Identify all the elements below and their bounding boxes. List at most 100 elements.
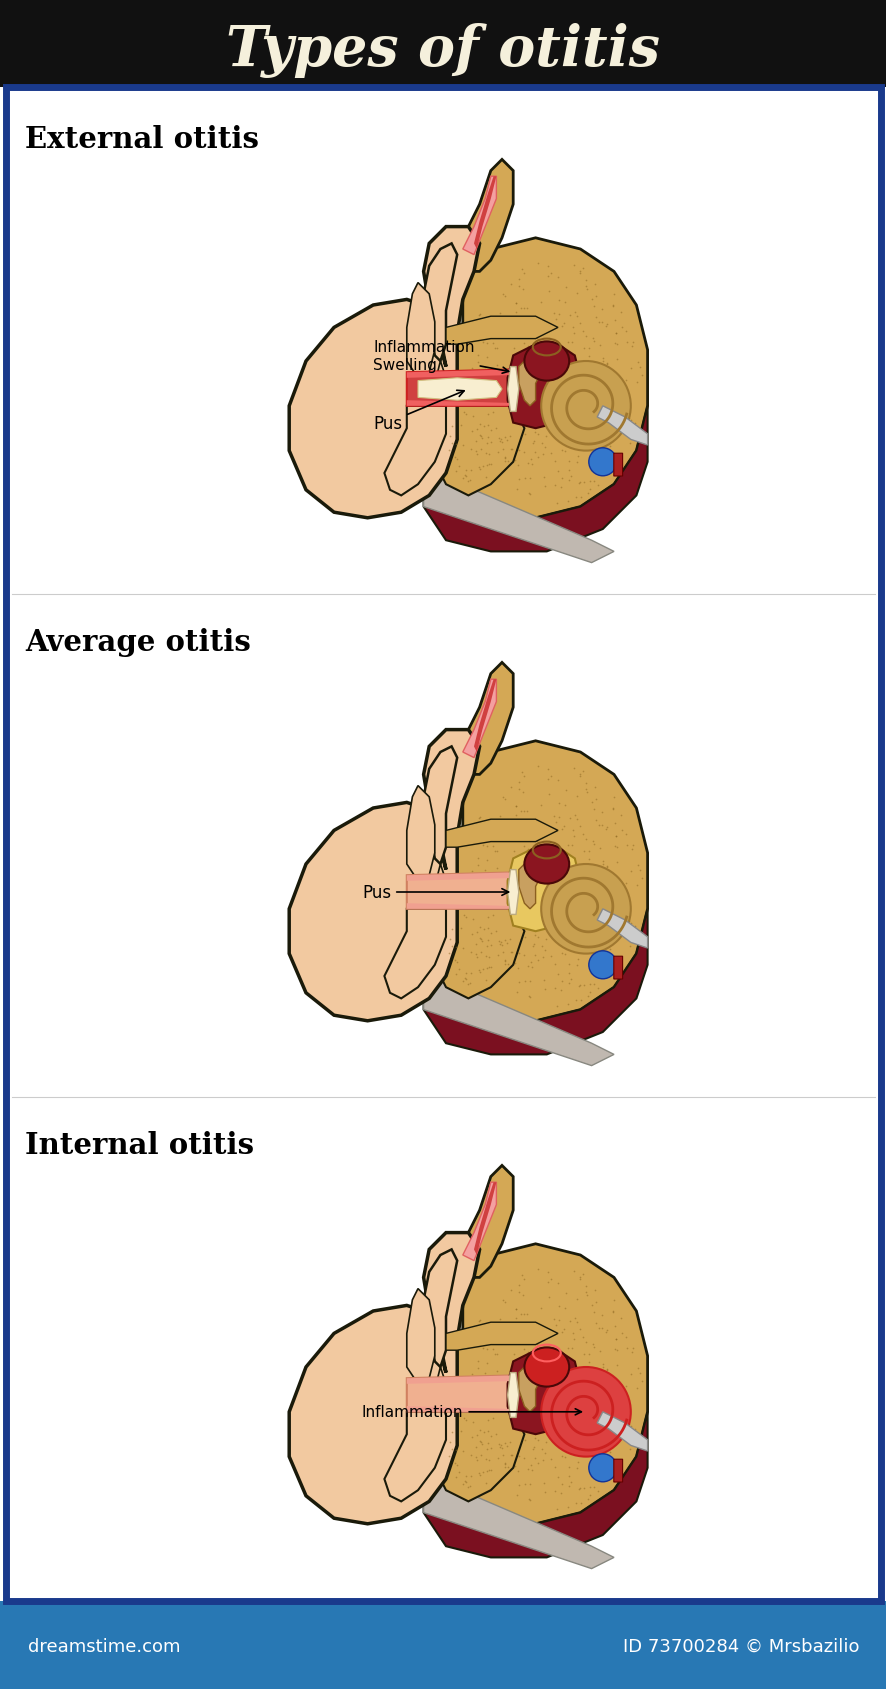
Point [517,924,532,951]
Point [587,294,601,321]
Point [503,897,517,924]
Point [532,838,547,865]
Point [554,816,568,843]
Point [540,383,554,410]
Point [627,410,641,437]
Point [631,851,645,878]
Point [602,1439,617,1466]
Point [526,931,540,958]
Point [563,966,578,993]
Polygon shape [518,1361,546,1412]
Point [590,1377,604,1404]
Point [501,926,516,953]
Point [472,422,486,449]
Point [529,1331,543,1358]
Point [563,1468,578,1495]
Point [594,1302,608,1329]
Point [532,851,546,878]
Point [508,1453,522,1480]
Polygon shape [456,1165,513,1277]
Point [509,1481,524,1508]
Point [494,929,508,956]
Point [517,1336,531,1363]
Point [508,792,522,819]
Point [470,844,485,872]
Point [572,763,587,790]
Point [541,404,556,431]
Point [543,763,557,790]
Point [587,937,601,964]
Point [565,314,579,341]
Point [569,404,583,431]
Point [470,888,485,915]
Point [494,426,508,453]
Point [587,872,602,899]
Point [534,367,548,394]
Point [470,415,484,443]
Point [543,380,557,407]
Point [498,948,512,975]
Point [508,951,522,978]
Point [480,1368,494,1395]
Point [470,1414,485,1441]
Point [508,291,522,318]
Point [595,378,610,405]
Point [594,296,608,323]
Point [616,407,630,434]
Point [529,397,543,424]
Point [618,902,632,929]
Point [526,872,540,899]
Polygon shape [507,1373,518,1417]
Point [528,353,542,380]
Point [480,1375,494,1402]
Point [568,988,582,1015]
Point [459,1468,473,1495]
Point [449,1463,463,1490]
Point [463,1463,478,1490]
Point [497,959,511,986]
Point [511,1272,525,1299]
Point [569,365,583,392]
Point [546,1377,560,1404]
Point [472,1306,486,1333]
Point [479,848,494,875]
Point [510,1458,525,1485]
Point [480,873,494,900]
Point [548,1478,562,1505]
Point [529,1402,543,1429]
Point [540,1355,555,1382]
Point [627,914,641,941]
Point [464,355,478,382]
Point [569,907,583,934]
Point [543,883,557,910]
Point [540,887,554,914]
Point [587,796,601,823]
Point [543,260,557,287]
Point [588,807,602,834]
Point [469,439,483,466]
Point [535,441,549,468]
Point [508,1295,522,1322]
Point [546,1410,560,1437]
Point [445,1436,459,1463]
Point [478,966,493,993]
Point [608,1407,622,1434]
Point [568,1385,582,1412]
Point [476,826,490,853]
Point [595,812,609,839]
Point [493,804,507,831]
Point [494,402,509,429]
Point [563,804,577,831]
Point [564,926,579,953]
Point [462,1383,476,1410]
Point [569,1410,583,1437]
Point [494,1431,508,1458]
Point [441,1442,455,1469]
Point [554,1480,568,1507]
Point [471,1459,486,1486]
Point [517,1471,532,1498]
Point [588,1289,602,1316]
Point [572,311,587,338]
Point [609,321,623,348]
Point [595,848,610,875]
